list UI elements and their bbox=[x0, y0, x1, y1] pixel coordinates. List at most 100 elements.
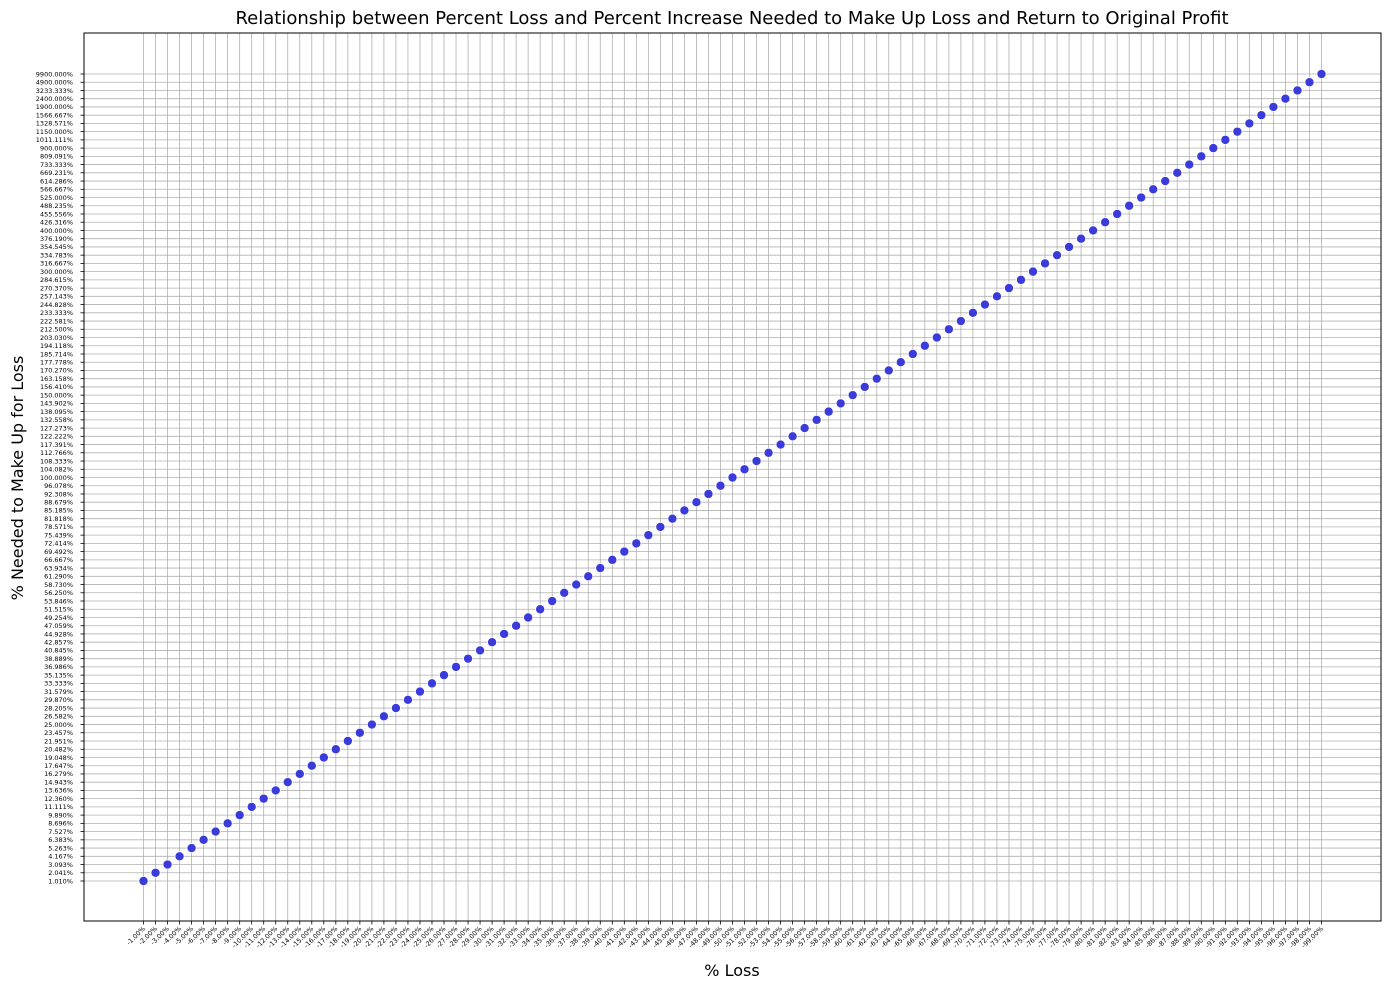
y-tick-label: 9900.000% bbox=[36, 70, 73, 78]
data-point bbox=[799, 423, 810, 434]
data-points bbox=[138, 69, 1327, 887]
data-point bbox=[859, 381, 870, 392]
y-tick-label: 38.889% bbox=[44, 655, 73, 663]
data-point bbox=[234, 810, 245, 821]
y-tick-label: 17.647% bbox=[44, 762, 73, 770]
y-tick-label: 127.273% bbox=[40, 424, 73, 432]
plot-frame bbox=[83, 32, 1382, 922]
y-tick-label: 75.439% bbox=[44, 531, 73, 539]
y-tick-label: 614.286% bbox=[40, 177, 73, 185]
data-point bbox=[655, 521, 666, 532]
y-tick-label: 5.263% bbox=[48, 844, 73, 852]
y-tick-label: 23.457% bbox=[44, 729, 73, 737]
data-point bbox=[1244, 118, 1255, 129]
y-tick-label: 185.714% bbox=[40, 350, 73, 358]
data-point bbox=[691, 497, 702, 508]
data-point bbox=[1003, 283, 1014, 294]
y-tick-label: 49.254% bbox=[44, 614, 73, 622]
data-point bbox=[246, 801, 257, 812]
y-tick-label: 35.135% bbox=[44, 671, 73, 679]
chart-title: Relationship between Percent Loss and Pe… bbox=[235, 8, 1228, 29]
y-tick-label: 44.928% bbox=[44, 630, 73, 638]
data-point bbox=[1280, 93, 1291, 104]
y-tick-label: 3233.333% bbox=[36, 87, 73, 95]
data-point bbox=[703, 488, 714, 499]
y-tick-label: 1150.000% bbox=[36, 128, 73, 136]
data-point bbox=[1100, 217, 1111, 228]
y-tick-label: 488.235% bbox=[40, 202, 73, 210]
data-point bbox=[1172, 167, 1183, 178]
y-tick-label: 143.902% bbox=[40, 400, 73, 408]
data-point bbox=[727, 472, 738, 483]
y-tick-label: 20.482% bbox=[44, 746, 73, 754]
y-tick-label: 316.667% bbox=[40, 260, 73, 268]
data-point bbox=[931, 332, 942, 343]
data-point bbox=[607, 554, 618, 565]
data-point bbox=[1256, 110, 1267, 121]
data-point bbox=[1304, 77, 1315, 88]
data-point bbox=[294, 768, 305, 779]
data-point bbox=[871, 373, 882, 384]
y-tick-label: 122.222% bbox=[40, 433, 73, 441]
data-point bbox=[318, 752, 329, 763]
y-tick-label: 400.000% bbox=[40, 227, 73, 235]
data-point bbox=[270, 785, 281, 796]
y-tick-label: 900.000% bbox=[40, 144, 73, 152]
y-tick-label: 284.615% bbox=[40, 276, 73, 284]
y-tick-label: 72.414% bbox=[44, 540, 73, 548]
data-point bbox=[559, 587, 570, 598]
y-tick-label: 426.316% bbox=[40, 219, 73, 227]
y-tick-label: 61.290% bbox=[44, 573, 73, 581]
y-tick-label: 300.000% bbox=[40, 268, 73, 276]
y-tick-label: 163.158% bbox=[40, 375, 73, 383]
data-point bbox=[571, 579, 582, 590]
y-tick-label: 1566.667% bbox=[36, 111, 73, 119]
data-point bbox=[138, 876, 149, 887]
y-tick-label: 525.000% bbox=[40, 194, 73, 202]
y-tick-label: 1.010% bbox=[48, 877, 73, 885]
y-tick-label: 31.579% bbox=[44, 688, 73, 696]
y-tick-label: 138.095% bbox=[40, 408, 73, 416]
data-point bbox=[390, 703, 401, 714]
data-point bbox=[511, 620, 522, 631]
data-point bbox=[1232, 126, 1243, 137]
data-point bbox=[162, 859, 173, 870]
data-point bbox=[547, 596, 558, 607]
y-tick-label: 56.250% bbox=[44, 589, 73, 597]
data-point bbox=[955, 316, 966, 327]
y-tick-label: 222.581% bbox=[40, 317, 73, 325]
y-tick-label: 51.515% bbox=[44, 606, 73, 614]
y-tick-label: 2400.000% bbox=[36, 95, 73, 103]
y-tick-label: 2.041% bbox=[48, 869, 73, 877]
y-tick-label: 26.582% bbox=[44, 713, 73, 721]
data-point bbox=[763, 447, 774, 458]
data-point bbox=[811, 414, 822, 425]
data-point bbox=[439, 670, 450, 681]
data-point bbox=[463, 653, 474, 664]
y-tick-label: 809.091% bbox=[40, 153, 73, 161]
y-axis-label: % Needed to Make Up for Loss bbox=[8, 356, 27, 601]
data-point bbox=[583, 571, 594, 582]
y-tick-label: 376.190% bbox=[40, 235, 73, 243]
y-tick-label: 85.185% bbox=[44, 507, 73, 515]
data-point bbox=[847, 390, 858, 401]
y-tick-label: 170.270% bbox=[40, 367, 73, 375]
y-tick-label: 88.679% bbox=[44, 499, 73, 507]
y-tick-label: 25.000% bbox=[44, 721, 73, 729]
data-point bbox=[667, 513, 678, 524]
data-point bbox=[1316, 69, 1327, 80]
y-tick-label: 1328.571% bbox=[36, 120, 73, 128]
y-tick-label: 33.333% bbox=[44, 680, 73, 688]
y-tick-label: 21.951% bbox=[44, 737, 73, 745]
y-tick-label: 4.167% bbox=[48, 853, 73, 861]
y-tick-label: 14.943% bbox=[44, 778, 73, 786]
data-point bbox=[1040, 258, 1051, 269]
y-tick-label: 212.500% bbox=[40, 326, 73, 334]
y-tick-label: 19.048% bbox=[44, 754, 73, 762]
data-point bbox=[643, 530, 654, 541]
data-point bbox=[1148, 184, 1159, 195]
data-point bbox=[1112, 208, 1123, 219]
data-point bbox=[1136, 192, 1147, 203]
data-point bbox=[751, 456, 762, 467]
data-point bbox=[354, 727, 365, 738]
